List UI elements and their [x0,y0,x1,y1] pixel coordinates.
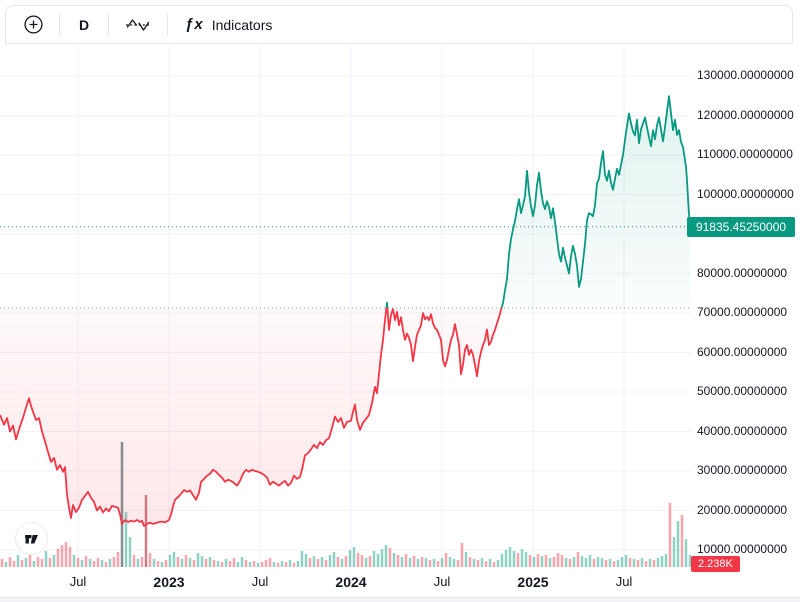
baseline-fill-down [0,307,690,526]
price-axis-label: 50000.00000000 [697,384,788,398]
interval-button[interactable]: D [69,11,99,39]
symbol-add-button[interactable] [16,11,50,39]
price-axis-label: 130000.00000000 [697,68,794,82]
volume-value-badge: 2.238K [691,556,740,572]
toolbar-separator [167,13,168,36]
price-axis-label: 10000.00000000 [697,542,788,556]
price-axis-label: 30000.00000000 [697,463,788,477]
time-axis-label: Jul [615,574,633,589]
bottom-border [0,597,800,602]
plus-circle-icon [23,15,43,34]
price-line-up [385,95,690,308]
volume-bars [0,442,692,567]
time-axis[interactable]: Jul 2023 Jul 2024 Jul 2025 Jul [0,568,800,597]
price-axis-label: 80000.00000000 [697,265,788,280]
price-axis-label: 40000.00000000 [697,423,788,438]
tradingview-logo-icon [25,534,39,544]
price-line-down [0,307,503,527]
indicators-label: Indicators [211,16,273,33]
gridlines [0,46,690,567]
price-axis-label: 100000.00000000 [697,186,794,201]
chart-toolbar: D ƒx Indicators [5,5,793,44]
toolbar-separator [59,13,60,36]
time-axis-label: 2023 [153,574,185,590]
time-axis-label: Jul [69,574,87,589]
price-axis[interactable]: 130000.00000000 120000.00000000 110000.000… [690,46,800,567]
chart-style-button[interactable] [118,11,158,39]
price-axis-label: 20000.00000000 [697,502,788,517]
time-axis-label: Jul [433,574,451,589]
indicators-button[interactable]: ƒx Indicators [177,11,280,39]
time-axis-label: 2024 [335,574,367,590]
price-axis-label: 110000.00000000 [697,147,793,161]
price-axis-label: 60000.00000000 [697,344,788,359]
last-price-badge: 91835.45250000 [687,217,795,237]
price-axis-label: 120000.00000000 [697,107,794,122]
baseline-style-icon [126,18,150,31]
toolbar-separator [108,13,109,36]
price-axis-label: 70000.00000000 [697,305,788,319]
baseline-fill-up [386,96,690,308]
time-axis-label: Jul [251,574,269,589]
fx-icon: ƒx [185,16,204,33]
time-axis-label: 2025 [517,574,549,590]
tradingview-logo[interactable] [16,523,47,554]
